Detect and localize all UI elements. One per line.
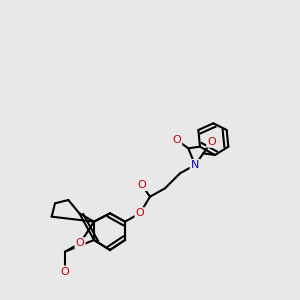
Text: O: O <box>61 267 69 277</box>
Text: O: O <box>76 238 84 248</box>
Text: O: O <box>207 137 216 147</box>
Text: O: O <box>137 180 146 190</box>
Text: O: O <box>172 135 181 145</box>
Text: O: O <box>136 208 144 218</box>
Text: N: N <box>191 160 199 170</box>
